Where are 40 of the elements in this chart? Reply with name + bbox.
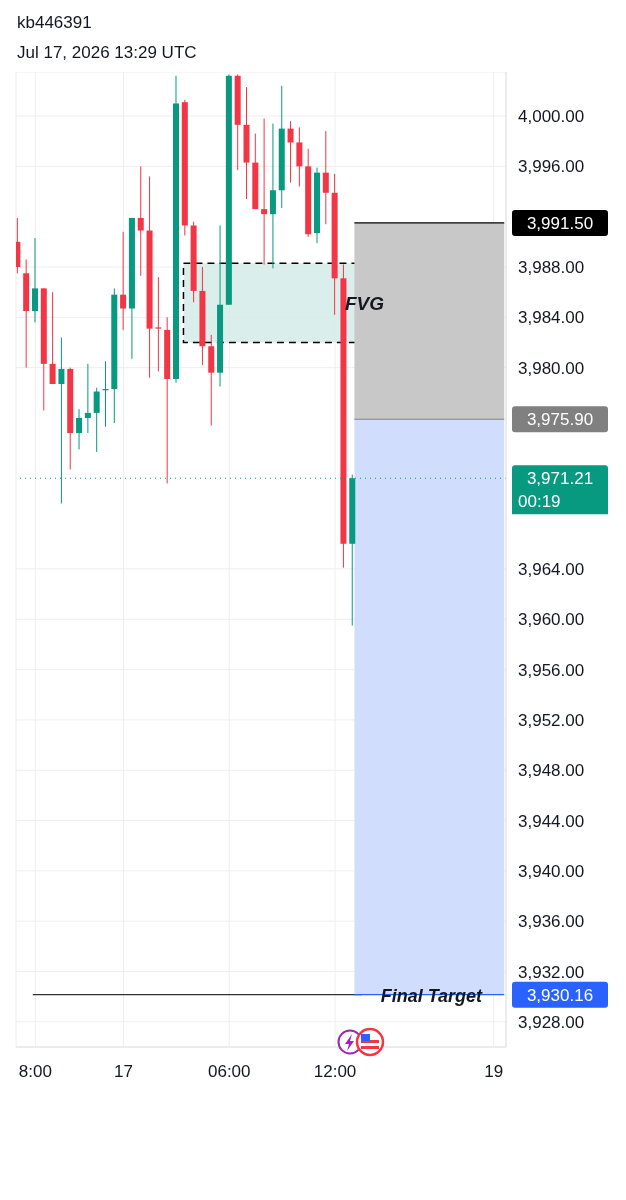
y-tick-label: 3,944.00 [518,811,585,831]
y-tick-label: 3,984.00 [518,308,585,328]
y-tick-label: 3,956.00 [518,660,585,680]
text: 00:19 [518,492,561,512]
candlestick [93,387,100,453]
candlestick [31,237,38,323]
x-tick-label: 8:00 [18,1062,52,1082]
y-tick-label: 3,940.00 [518,861,585,881]
y-tick-label: 4,000.00 [518,107,585,127]
y-tick-label: 3,932.00 [518,962,585,982]
y-tick-label: 3,936.00 [518,912,585,932]
y-tick-label: 3,964.00 [518,559,585,579]
x-tick-label: 19 [484,1062,504,1082]
chart-subtitle: Jul 17, 2026 13:29 UTC [17,42,198,64]
candlestick [137,165,144,277]
candlestick [287,120,294,184]
candlestick [76,408,83,450]
ref-line-label: 3,930.16 [526,985,594,1005]
ref-line-label: 3,971.21 [526,469,594,489]
x-tick-label: 17 [114,1062,133,1082]
y-tick-label: 3,980.00 [518,358,585,378]
y-tick-label: 3,952.00 [518,710,585,730]
x-tick-label: 12:00 [313,1062,357,1082]
candlestick [269,123,276,269]
y-tick-label: 3,948.00 [518,761,585,781]
y-tick-label: 3,928.00 [518,1012,585,1032]
ref-line-label: 3,991.50 [526,213,594,233]
ref-line-label: 3,975.90 [526,410,594,430]
candlestick [155,276,162,372]
y-tick-label: 3,988.00 [518,258,585,278]
candlestick [84,363,91,434]
candlestick [49,291,56,385]
candlestick [261,118,268,265]
chart-title: kb446391 [17,12,93,34]
candlestick [296,126,303,187]
y-tick-label: 3,996.00 [518,157,585,177]
y-tick-label: 3,960.00 [518,610,585,630]
candlestick [120,231,127,331]
x-tick-label: 06:00 [208,1062,251,1082]
candlestick [322,130,329,225]
